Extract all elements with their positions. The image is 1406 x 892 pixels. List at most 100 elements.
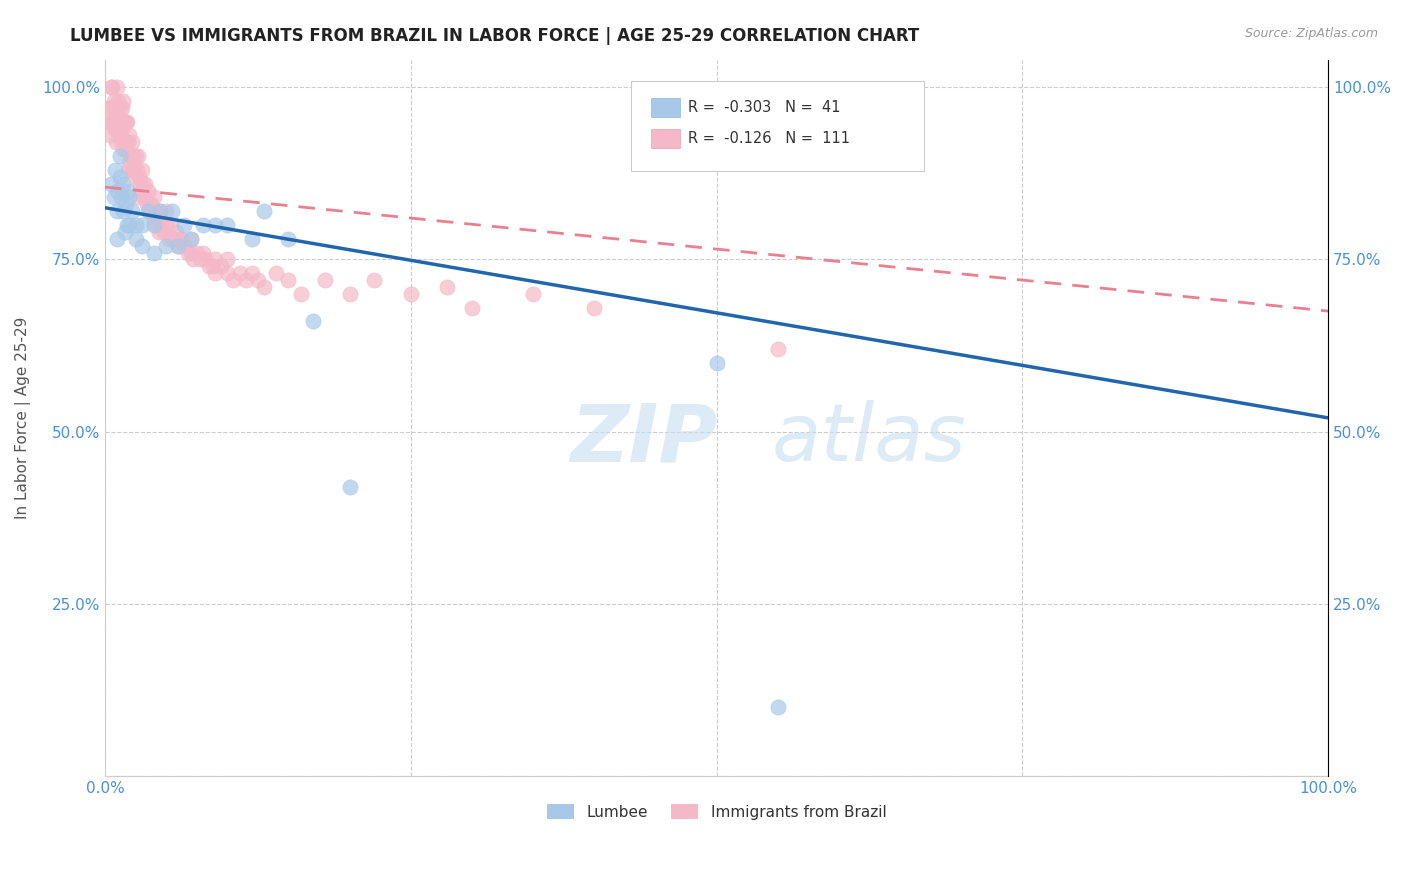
Point [191,245,214,260]
Text: atlas: atlas [772,401,966,478]
Point [204,266,226,280]
Point [314,273,336,287]
Point [157,232,180,246]
Point [204,218,226,232]
Point [165,225,187,239]
Point [122,149,145,163]
Point [339,480,361,494]
Point [173,218,195,232]
Point [201,260,224,274]
Point [131,162,153,177]
Point [97,101,120,115]
Point [177,245,200,260]
Point [124,162,146,177]
Point [100,177,122,191]
Point [114,114,136,128]
Point [115,114,138,128]
Point [149,204,172,219]
Point [131,238,153,252]
Point [105,204,128,219]
Point [217,266,239,280]
Point [461,301,484,315]
Point [115,142,138,156]
Point [111,121,134,136]
Point [127,149,149,163]
Point [118,190,141,204]
Point [399,286,422,301]
Point [155,218,177,232]
Point [160,218,183,232]
Point [118,218,141,232]
Point [114,142,136,156]
Point [217,218,239,232]
Point [186,245,208,260]
Point [134,177,156,191]
Point [204,252,226,267]
Point [103,114,125,128]
Point [253,204,276,219]
Point [132,177,155,191]
Point [706,356,728,370]
Point [101,114,124,128]
Point [235,273,257,287]
Point [131,218,153,232]
Point [150,218,173,232]
Point [112,114,135,128]
Point [138,197,160,211]
Text: R =  -0.303   N =  41: R = -0.303 N = 41 [689,100,841,115]
Point [145,218,167,232]
Point [112,142,135,156]
Point [100,80,122,95]
FancyBboxPatch shape [631,81,925,170]
Point [194,252,217,267]
Point [104,101,127,115]
Point [128,169,150,184]
Point [114,136,136,150]
Point [222,273,245,287]
Text: R =  -0.126   N =  111: R = -0.126 N = 111 [689,131,851,146]
Point [101,80,124,95]
Point [108,128,131,143]
Point [114,114,136,128]
Point [167,232,190,246]
Point [167,238,190,252]
Point [167,238,190,252]
Point [112,204,135,219]
Point [766,342,789,356]
Point [142,211,165,225]
Point [136,204,159,219]
Point [277,232,299,246]
Text: ZIP: ZIP [569,401,717,478]
Point [110,190,132,204]
Point [148,225,170,239]
Point [120,149,142,163]
Point [114,197,136,211]
Point [124,169,146,184]
Point [142,218,165,232]
Point [240,266,263,280]
Point [105,184,128,198]
Point [98,114,121,128]
Point [104,162,127,177]
FancyBboxPatch shape [651,98,681,117]
Point [108,101,131,115]
Point [149,204,172,219]
FancyBboxPatch shape [651,129,681,148]
Point [141,197,163,211]
Point [217,252,239,267]
Point [131,184,153,198]
Point [105,232,128,246]
Point [117,136,139,150]
Point [121,162,143,177]
Point [132,190,155,204]
Point [302,314,325,328]
Y-axis label: In Labor Force | Age 25-29: In Labor Force | Age 25-29 [15,317,31,519]
Point [190,252,212,267]
Point [98,128,121,143]
Point [152,225,174,239]
Point [170,232,193,246]
Point [155,238,177,252]
Point [253,280,276,294]
Point [139,204,162,219]
Point [108,169,131,184]
